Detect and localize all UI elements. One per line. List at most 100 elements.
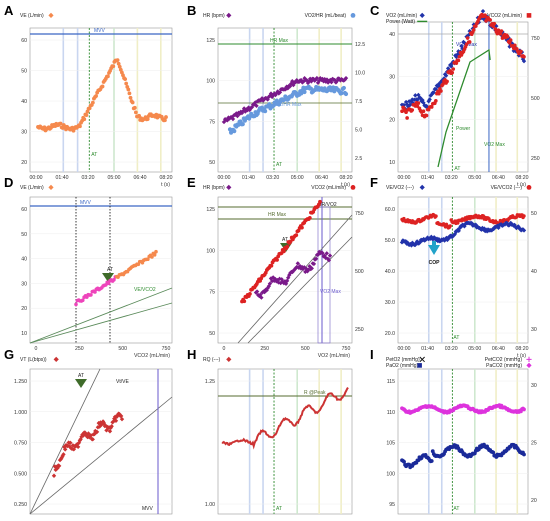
data-point xyxy=(111,64,116,69)
data-point xyxy=(100,84,105,89)
vevo2-point xyxy=(432,236,438,241)
data-point xyxy=(128,95,133,100)
vt-point xyxy=(61,452,66,457)
data-point xyxy=(74,302,78,307)
x-axis-unit: VO2 (mL/min) xyxy=(318,353,351,359)
x-tick-label: 01:40 xyxy=(421,346,434,352)
vt-point xyxy=(98,420,103,425)
vco2-point xyxy=(405,116,409,120)
vo2-point xyxy=(427,97,432,102)
y-tick-label: 30.0 xyxy=(385,300,395,306)
annotation: MVV xyxy=(80,200,92,206)
y-tick-label: 10 xyxy=(389,160,395,166)
vevco2-point xyxy=(522,214,526,218)
pao2-point xyxy=(522,452,526,457)
vt-point xyxy=(62,447,68,452)
vt-point xyxy=(68,440,73,445)
vt-point xyxy=(94,429,100,435)
plot-area xyxy=(29,196,173,344)
annotation: AT xyxy=(107,267,113,273)
panel-letter: H xyxy=(187,347,196,362)
hr-point xyxy=(313,256,319,261)
y-tick-label: 40.0 xyxy=(385,269,395,275)
hr-point xyxy=(240,108,246,114)
pao2-point xyxy=(429,459,434,463)
y2-tick-label: 750 xyxy=(355,211,364,217)
slope-line xyxy=(29,287,173,344)
x-tick-label: 03:20 xyxy=(445,346,458,352)
legend-label: VO2 (mL/min) xyxy=(386,13,417,19)
hr-point xyxy=(287,84,293,89)
vt-point xyxy=(51,473,57,478)
data-point xyxy=(150,255,154,259)
y-tick-label: 30 xyxy=(21,130,27,136)
y-tick-label: 75 xyxy=(209,290,215,296)
y-tick-label: 1.00 xyxy=(205,502,215,508)
vco2-point xyxy=(275,258,279,262)
hr-point xyxy=(254,289,260,294)
y-tick-label: 1.000 xyxy=(14,410,27,416)
x-axis-unit: VCO2 (mL/min) xyxy=(134,353,170,359)
vo2hr-point xyxy=(308,86,313,91)
legend-label: VT (L(btps)) xyxy=(20,357,47,363)
panel-letter: C xyxy=(370,3,380,18)
vo2hr-point xyxy=(302,89,307,95)
vo2hr-point xyxy=(232,128,237,134)
vevo2-point xyxy=(521,228,527,233)
vevco2-point xyxy=(448,224,452,228)
panel-C: C 00:00 01:40 03:20 05:00 06:40 08:20t (s) 10 20… xyxy=(370,3,540,188)
y2-tick-label: 250 xyxy=(355,327,364,333)
y-tick-label: 125 xyxy=(206,207,215,213)
hr-point xyxy=(309,266,314,271)
data-point xyxy=(112,277,116,282)
data-point xyxy=(78,124,82,129)
annotation: AT xyxy=(454,166,460,172)
y2-tick-label: 25 xyxy=(531,441,537,447)
hr-point xyxy=(267,281,273,286)
legend-marker xyxy=(526,362,532,368)
data-point xyxy=(145,117,150,122)
vt-point xyxy=(88,433,94,438)
vo2-point xyxy=(466,32,471,38)
vevo2-point xyxy=(491,226,496,232)
y2-tick-label: 500 xyxy=(355,269,364,275)
panel-A: A 00:00 01:40 03:20 05:00 06:40 08:20t (s) 20 30… xyxy=(4,3,173,188)
vco2-point xyxy=(505,34,510,39)
annotation: R @Peak xyxy=(304,390,326,396)
legend-marker xyxy=(419,356,425,363)
data-point xyxy=(130,100,135,105)
vco2-point xyxy=(456,58,461,63)
panel-letter: G xyxy=(4,347,14,362)
y2-tick-label: 250 xyxy=(531,156,540,162)
vco2-point xyxy=(454,61,459,65)
annotation: VO2/HR Max xyxy=(272,102,302,108)
hr-point xyxy=(316,78,322,83)
legend-marker xyxy=(526,185,532,190)
x-tick-label: 05:00 xyxy=(291,175,304,181)
vco2-point xyxy=(307,216,312,220)
vo2hr-point xyxy=(263,109,268,114)
hr-point xyxy=(324,251,329,256)
annotation: HR/VO2 xyxy=(318,202,337,208)
vco2-point xyxy=(484,19,488,23)
annotation: AT xyxy=(282,237,288,243)
y2-tick-label: 10.0 xyxy=(355,71,365,77)
vco2-point xyxy=(450,70,455,75)
legend-label: HR (bpm) xyxy=(203,185,225,191)
vco2-point xyxy=(467,40,472,44)
legend-marker xyxy=(419,12,425,18)
x-tick-label: 500 xyxy=(118,346,127,352)
annotation: VO2 Max xyxy=(320,289,341,295)
vevo2-point xyxy=(449,234,455,240)
legend-marker xyxy=(419,184,425,190)
hr-point xyxy=(338,78,343,83)
y-tick-label: 105 xyxy=(386,441,395,447)
y-tick-label: 20 xyxy=(21,306,27,312)
vco2-point xyxy=(492,21,497,26)
slope-line xyxy=(29,368,101,515)
panel-letter: E xyxy=(187,175,196,190)
pao2-point xyxy=(491,450,496,455)
y-tick-label: 60 xyxy=(21,207,27,213)
